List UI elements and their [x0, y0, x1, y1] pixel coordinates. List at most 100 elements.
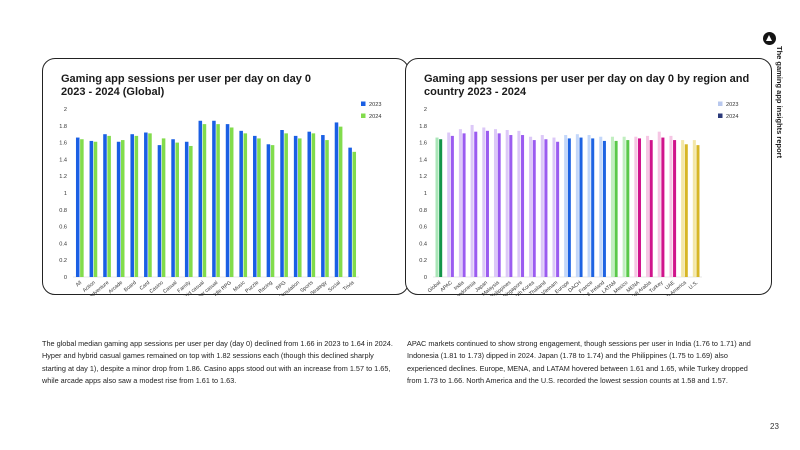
bar-2024-turkey: [661, 137, 665, 277]
x-category-label: Puzzle: [244, 280, 260, 295]
bar-2024-mexico: [626, 140, 630, 277]
bar-2023-strategy: [321, 135, 325, 277]
bar-2023-action: [89, 140, 94, 277]
y-tick-label: 0.8: [419, 208, 427, 214]
legend-label-2024: 2024: [726, 114, 738, 120]
bar-2024-simulation: [298, 138, 302, 277]
x-category-label: Board: [123, 280, 138, 294]
x-category-label: India: [453, 280, 466, 292]
bar-2023-arcade: [116, 141, 121, 277]
bar-2024-casual: [175, 142, 179, 277]
x-category-label: All: [75, 280, 83, 288]
bar-2023-card: [144, 132, 148, 277]
bar-2024-rpg: [284, 133, 288, 277]
bar-2024-family: [189, 145, 193, 277]
y-tick-label: 1.2: [419, 174, 427, 180]
bar-2023-idle-rpg: [225, 124, 230, 278]
bar-2024-malaysia: [497, 133, 501, 277]
bar-2023-apac: [447, 132, 451, 277]
bar-2023-racing: [266, 144, 271, 277]
y-tick-label: 1.6: [59, 141, 67, 147]
y-tick-label: 0.4: [419, 241, 427, 247]
region-summary-text: APAC markets continued to show strong en…: [407, 339, 751, 386]
bar-2024-france: [591, 138, 595, 277]
bar-2024-racing: [270, 145, 275, 277]
bar-2023-family: [184, 141, 189, 277]
bar-2024-europe: [567, 138, 571, 277]
bar-2023-mexico: [622, 136, 626, 277]
bar-2023-north-america: [681, 140, 685, 277]
x-category-label: Turkey: [648, 280, 664, 295]
legend-swatch-2024: [361, 113, 366, 118]
y-tick-label: 1: [424, 191, 427, 197]
bar-2023-japan: [482, 127, 486, 277]
bar-2024-global: [439, 139, 443, 277]
bar-2023-thailand: [540, 135, 544, 277]
y-tick-label: 1.4: [419, 157, 427, 163]
bar-2023-u-s-: [692, 140, 696, 277]
region-chart-card: Gaming app sessions per user per day on …: [405, 58, 772, 296]
x-category-label: Social: [327, 280, 342, 294]
report-title: The gaming app insights report: [775, 46, 784, 159]
bar-2023-saudi-arabia: [646, 135, 650, 277]
bar-2023-europe: [564, 135, 568, 277]
x-category-label: APAC: [439, 280, 454, 294]
bar-2023-social: [334, 122, 339, 277]
bar-2024-music: [243, 133, 248, 277]
bar-2024-india: [462, 133, 466, 277]
brand-logo-icon: [763, 32, 776, 45]
bar-2023-casual: [171, 139, 175, 277]
bar-2024-philippines: [509, 135, 513, 277]
bar-2024-latam: [614, 140, 618, 277]
bar-2023-south-korea: [529, 136, 533, 277]
y-tick-label: 1.4: [59, 157, 67, 163]
region-chart-title: Gaming app sessions per user per day on …: [424, 73, 750, 98]
y-tick-label: 0.8: [59, 208, 67, 214]
bar-2023-france: [587, 135, 591, 277]
bar-2023-mena: [634, 136, 638, 277]
legend-swatch-2024: [718, 113, 723, 118]
bar-2024-card: [148, 133, 152, 277]
bar-2024-action: [93, 141, 98, 277]
bar-2023-puzzle: [253, 135, 257, 277]
legend-swatch-2023: [718, 101, 723, 106]
bar-2024-saudi-arabia: [649, 140, 653, 277]
y-tick-label: 0: [424, 275, 427, 281]
bar-2024-mena: [637, 138, 642, 277]
bar-2024-casino: [161, 138, 166, 277]
bar-2024-thailand: [544, 139, 548, 277]
bar-2023-u-k-ireland: [599, 136, 603, 277]
page-number: 23: [770, 422, 779, 431]
bar-2024-strategy: [325, 140, 329, 277]
bar-2024-idle-rpg: [229, 127, 234, 277]
bar-2024-north-america: [684, 144, 688, 277]
legend-swatch-2023: [361, 101, 366, 106]
y-tick-label: 1.8: [419, 124, 427, 130]
x-category-label: Global: [427, 280, 442, 294]
bar-2023-turkey: [657, 131, 661, 277]
bar-2023-sports: [307, 131, 312, 277]
bar-2024-u-k-ireland: [602, 140, 606, 277]
bar-2023-hybrid-casual: [198, 120, 203, 277]
bar-2024-sports: [311, 133, 316, 277]
y-tick-label: 0: [64, 275, 67, 281]
bar-2023-board: [130, 134, 134, 277]
global-summary-text: The global median gaming app sessions pe…: [42, 339, 393, 386]
legend-label-2024: 2024: [369, 114, 381, 120]
bar-2023-uae: [669, 135, 673, 277]
bar-2023-casino: [157, 145, 162, 277]
bar-2024-hyper-casual: [216, 124, 220, 278]
x-category-label: Casual: [162, 280, 178, 295]
global-chart-title: Gaming app sessions per user per day on …: [61, 73, 312, 98]
y-tick-label: 1.6: [419, 141, 427, 147]
bar-2023-vietnam: [552, 137, 556, 277]
bar-2024-board: [134, 135, 139, 277]
bar-2024-social: [338, 126, 343, 277]
bar-2023-dach: [575, 134, 579, 277]
bar-2024-uae: [673, 140, 677, 277]
bar-2024-indonesia: [474, 131, 478, 277]
bar-2023-all: [75, 137, 80, 277]
x-category-label: UAE: [664, 280, 676, 292]
bar-2023-simulation: [293, 135, 298, 277]
bar-2024-dach: [579, 137, 583, 277]
